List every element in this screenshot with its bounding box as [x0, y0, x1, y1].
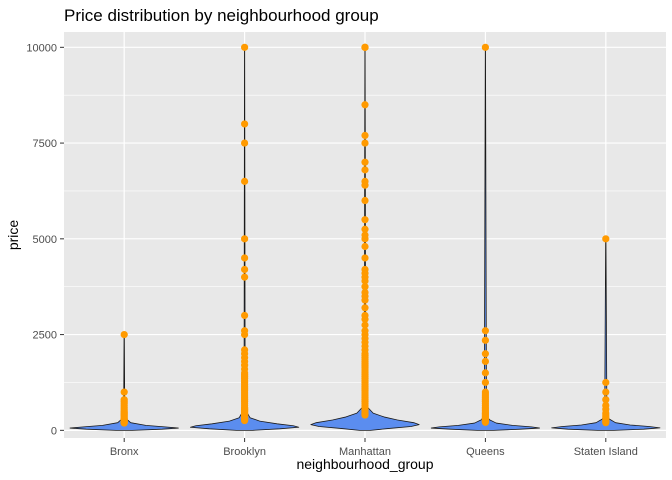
y-tick-label: 10000: [26, 42, 57, 54]
outlier-point: [481, 369, 489, 377]
y-axis-title: price: [5, 220, 21, 251]
outlier-point: [361, 242, 369, 251]
x-tick-label: Brooklyn: [223, 446, 266, 458]
outlier-point: [481, 350, 489, 358]
outlier-point: [361, 139, 369, 147]
outlier-point: [481, 418, 489, 426]
y-axis-ticks: 0 2500 5000 7500 10000: [26, 42, 64, 437]
outlier-point: [361, 158, 369, 166]
x-tick-label: Bronx: [110, 446, 139, 458]
outlier-point: [361, 196, 369, 205]
outlier-point: [241, 43, 249, 51]
y-tick-label: 2500: [33, 330, 57, 342]
outlier-point: [241, 330, 249, 339]
outlier-point: [361, 131, 369, 140]
outlier-point: [241, 120, 249, 128]
outlier-point: [361, 216, 369, 224]
outlier-point: [241, 311, 249, 320]
outlier-point: [361, 101, 369, 109]
outlier-point: [481, 336, 489, 344]
outlier-point: [241, 139, 249, 147]
x-tick-label: Queens: [466, 446, 505, 458]
y-tick-label: 0: [51, 425, 57, 437]
y-tick-label: 7500: [33, 138, 57, 150]
outlier-point: [481, 378, 489, 387]
outlier-point: [120, 388, 128, 396]
outlier-point: [481, 357, 489, 365]
outlier-point: [602, 388, 610, 396]
outlier-point: [361, 254, 369, 262]
outlier-point: [481, 43, 489, 51]
outlier-point: [241, 177, 249, 185]
outlier-point: [241, 235, 249, 243]
outlier-point: [602, 378, 610, 387]
outlier-point: [481, 327, 489, 335]
outlier-point: [361, 296, 369, 304]
outlier-point: [361, 225, 369, 233]
x-tick-label: Staten Island: [574, 446, 638, 458]
x-axis-title: neighbourhood_group: [296, 456, 433, 472]
x-tick-label: Manhattan: [339, 446, 391, 458]
outlier-point: [361, 304, 369, 312]
chart-title: Price distribution by neighbourhood grou…: [64, 6, 379, 25]
y-tick-label: 5000: [33, 234, 57, 246]
outlier-point: [361, 315, 369, 323]
outlier-point: [361, 283, 369, 291]
outlier-point: [361, 43, 369, 51]
outlier-point: [602, 235, 610, 243]
outlier-point: [120, 419, 128, 427]
outlier-point: [361, 321, 369, 329]
outlier-point: [241, 254, 249, 262]
outlier-point: [602, 419, 610, 427]
outlier-point: [241, 416, 249, 425]
outlier-point: [120, 330, 128, 339]
x-axis-ticks: Bronx Brooklyn Manhattan Queens Staten Islan…: [110, 438, 638, 458]
outlier-point: [361, 235, 369, 243]
outlier-points: [120, 43, 610, 427]
outlier-point: [241, 265, 249, 274]
outlier-point: [241, 273, 249, 281]
outlier-point: [361, 277, 369, 285]
outlier-point: [361, 166, 369, 174]
outlier-point: [361, 181, 369, 189]
outlier-point: [602, 396, 610, 404]
outlier-point: [361, 411, 369, 419]
